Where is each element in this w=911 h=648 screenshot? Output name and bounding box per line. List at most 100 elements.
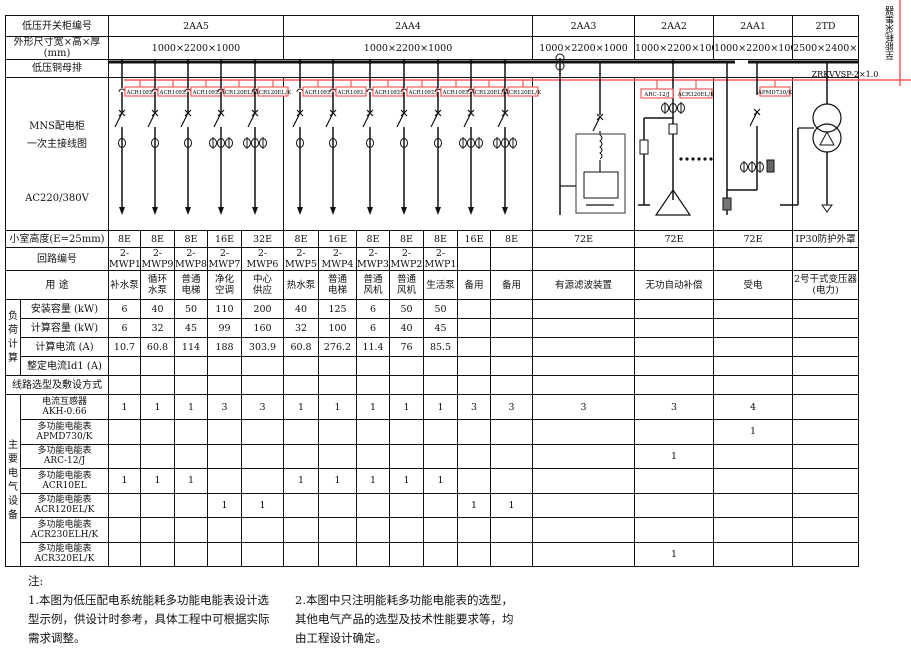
value-cell: 3 — [490, 394, 534, 420]
value-cell — [108, 419, 141, 445]
value-cell: 60.8 — [283, 337, 320, 357]
value-cell: 8E — [108, 230, 141, 248]
value-cell: 85.5 — [423, 337, 459, 357]
value-cell: 72E — [634, 230, 715, 248]
value-cell: 1 — [240, 492, 285, 518]
value-cell: 6 — [108, 318, 141, 338]
value-cell — [532, 247, 636, 271]
voltage-label: AC220/380V — [25, 193, 89, 204]
value-cell — [207, 517, 242, 543]
value-cell — [457, 517, 492, 543]
row-label: 计算电流 (A) — [20, 337, 109, 357]
value-cell — [532, 517, 636, 543]
row-label: 安装容量 (kW) — [20, 299, 109, 319]
value-cell — [318, 517, 358, 543]
value-cell: 72E — [532, 230, 636, 248]
value-cell — [108, 517, 141, 543]
value-cell: 6 — [356, 299, 391, 319]
value-cell: 2-MWP10 — [108, 247, 141, 271]
value-cell: 160 — [240, 318, 285, 338]
value-cell: 中心 供应 — [240, 270, 285, 300]
value-cell — [356, 443, 391, 469]
value-cell — [792, 492, 860, 518]
distribution-table: 低压开关柜编号 2AA5 2AA4 2AA3 2AA2 2AA1 2TD 外形尺… — [5, 15, 860, 567]
value-cell — [713, 517, 794, 543]
value-cell: 1 — [389, 468, 425, 494]
cabinet-dims: 1000×2200×1000 — [532, 36, 636, 60]
cabinet-dims: 1000×2200×1000 — [713, 36, 794, 60]
value-cell: 200 — [240, 299, 285, 319]
value-cell — [389, 375, 425, 395]
value-cell — [634, 419, 715, 445]
value-cell — [532, 443, 636, 469]
row-label: 计算容量 (kW) — [20, 318, 109, 338]
value-cell — [283, 375, 320, 395]
value-cell: 补水泵 — [108, 270, 141, 300]
value-cell — [490, 318, 534, 338]
value-cell: 1 — [318, 394, 358, 420]
value-cell — [140, 517, 175, 543]
value-cell — [108, 443, 141, 469]
value-cell — [240, 375, 285, 395]
value-cell: 2-MWP3 — [356, 247, 391, 271]
value-cell — [490, 337, 534, 357]
equipment-group-label: 主 要 电 气 设 备 — [5, 394, 21, 567]
value-cell: 1 — [423, 468, 459, 494]
value-cell — [240, 517, 285, 543]
value-cell: 2-MWP4 — [318, 247, 358, 271]
value-cell — [389, 356, 425, 376]
notes-title: 注: — [28, 574, 44, 588]
notes-right: 2.本图中只注明能耗多功能电能表的选型， 其他电气产品的选型及技术性能要求等，均… — [295, 591, 514, 648]
value-cell: 40 — [140, 299, 175, 319]
value-cell — [174, 419, 208, 445]
value-cell — [240, 356, 285, 376]
value-cell: 1 — [713, 419, 794, 445]
value-cell — [174, 541, 208, 567]
value-cell: 1 — [174, 468, 208, 494]
value-cell: 热水泵 — [283, 270, 320, 300]
value-cell — [792, 337, 860, 357]
value-cell: 188 — [207, 337, 242, 357]
value-cell — [108, 375, 141, 395]
value-cell — [240, 541, 285, 567]
value-cell: 备用 — [490, 270, 534, 300]
value-cell: 114 — [174, 337, 208, 357]
value-cell: 1 — [490, 492, 534, 518]
value-cell: 无功自动补偿 — [634, 270, 715, 300]
value-cell: 3 — [532, 394, 636, 420]
value-cell: 99 — [207, 318, 242, 338]
value-cell — [532, 468, 636, 494]
value-cell: 16E — [457, 230, 492, 248]
value-cell — [490, 356, 534, 376]
value-cell — [713, 468, 794, 494]
value-cell — [792, 394, 860, 420]
value-cell — [457, 337, 492, 357]
value-cell: 16E — [318, 230, 358, 248]
row-label: 多功能电能表 APMD730/K — [20, 419, 109, 445]
value-cell — [713, 492, 794, 518]
value-cell — [634, 247, 715, 271]
value-cell — [490, 299, 534, 319]
value-cell: 普通 电梯 — [174, 270, 208, 300]
table-row: 多功能电能表 APMD730/K 1 — [6, 419, 860, 445]
table-row: 负 荷 计 算安装容量 (kW) 6 40 50 110 200 40 125 6 50 50 — [5, 299, 860, 376]
value-cell: 100 — [318, 318, 358, 338]
row-label: 线路选型及敷设方式 — [5, 375, 109, 395]
row-label: 多功能电能表 ACR320EL/K — [20, 541, 109, 567]
value-cell: 1 — [356, 394, 391, 420]
row-label: 多功能电能表 ARC-12/J — [20, 443, 109, 469]
value-cell — [490, 247, 534, 271]
value-cell — [634, 375, 715, 395]
value-cell: 8E — [423, 230, 459, 248]
value-cell — [792, 247, 860, 271]
value-cell: 60.8 — [140, 337, 175, 357]
value-cell — [634, 318, 715, 338]
value-cell — [389, 419, 425, 445]
value-cell: 1 — [634, 541, 715, 567]
value-cell: 76 — [389, 337, 425, 357]
diagram-title: MNS配电柜 一次主接线图 — [27, 121, 87, 150]
value-cell: 276.2 — [318, 337, 358, 357]
cabinet-id: 2AA1 — [713, 15, 794, 37]
value-cell — [634, 492, 715, 518]
value-cell: 3 — [240, 394, 285, 420]
